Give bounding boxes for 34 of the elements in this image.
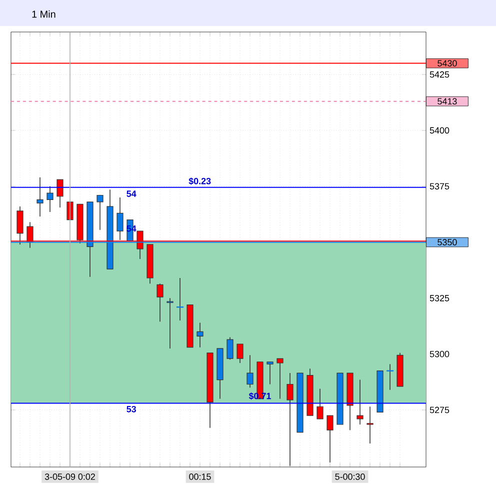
y-tick-label: 5400 [430,127,450,134]
candlestick [276,358,284,400]
annotation: 53 [126,406,136,412]
annotation: $0.23 [188,178,211,185]
y-tick-label: 5300 [430,350,450,358]
ref-line-label: 5430 [438,60,457,66]
y-tick-label: 5425 [430,71,450,78]
candlestick [56,179,64,208]
candlestick [156,283,164,322]
candlestick [356,379,364,425]
x-tick-label: 00:15 [189,474,211,480]
chart-title: 1 Min [32,10,56,18]
candlestick [46,186,54,212]
y-tick-label: 5275 [430,406,450,414]
y-tick-label: 5325 [430,294,450,302]
ref-line-label: 5413 [438,98,457,104]
candlestick [316,388,324,420]
candlestick [236,344,244,364]
candlestick [366,406,374,444]
candlestick [286,372,294,466]
y-tick-label: 5375 [430,183,450,190]
candlestick [196,322,204,348]
x-tick-label: 5-00:30 [335,474,365,480]
candlestick [266,361,274,385]
candlestick [36,176,44,217]
candlestick [226,336,234,360]
candlestick [166,298,174,349]
ref-line-label: 5350 [438,239,457,246]
candlestick [326,415,334,463]
x-tick-label: 3-05-09 0:02 [44,474,95,480]
annotation: 54 [126,225,136,232]
candlestick [96,194,104,230]
annotation: 54 [126,190,136,197]
candlestick [246,354,254,388]
